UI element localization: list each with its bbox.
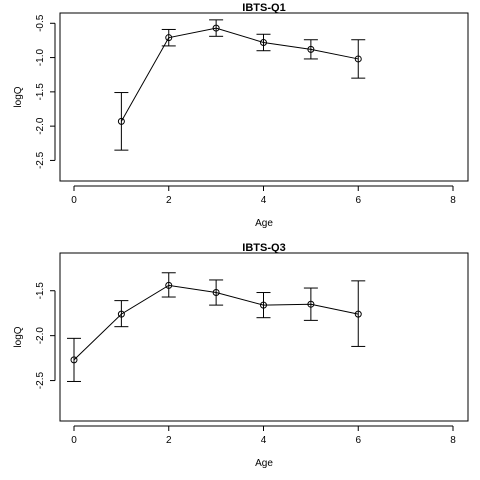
chart-1-x-tick-label-4: 4 [261,195,267,206]
chart-1-x-tick-label-6: 6 [355,195,361,206]
chart-2-y-tick-label-0: -2.5 [35,372,46,390]
chart-1-data-point-1 [117,117,125,125]
chart-2-data-point-4 [260,301,267,309]
chart-2-data-point-5 [307,300,315,308]
chart-2-x-tick-label-0: 0 [71,435,77,446]
chart-1-x-axis-title: Age [255,218,273,229]
chart-1-y-tick-label-3: -1.0 [35,49,46,67]
chart-2-plot-box [59,252,469,422]
chart-2-x-tick-label-8: 8 [450,435,456,446]
chart-2-x-axis-title: Age [255,458,273,469]
chart-1-y-tick-label-2: -1.5 [35,83,46,101]
chart-2-x-tick-label-6: 6 [355,435,361,446]
chart-2-y-tick-label-1: -2.0 [35,327,46,345]
chart-1-data-point-5 [307,45,315,53]
chart-2-data-point-6 [354,310,362,318]
chart-2-x-tick-label-4: 4 [261,435,267,446]
chart-1-plot-box [59,12,469,182]
chart-1-y-tick-label-1: -2.0 [35,117,46,135]
chart-2-data-point-2 [165,281,173,289]
chart-1-x-tick-label-0: 0 [71,195,77,206]
chart-2-data-point-3 [212,289,220,297]
chart-2-title: IBTS-Q3 [242,242,285,254]
chart-1-y-tick-label-0: -2.5 [35,151,46,169]
chart-1-y-tick-label-4: -0.5 [35,14,46,32]
chart-1-data-point-3 [212,24,220,32]
chart-1-x-tick-label-2: 2 [166,195,172,206]
chart-2-y-tick-label-2: -1.5 [35,282,46,300]
chart-1-series-line [120,27,359,122]
chart-1-y-axis-title: logQ [13,86,24,107]
chart-2-x-tick-label-2: 2 [166,435,172,446]
chart-1-title: IBTS-Q1 [242,2,285,14]
chart-2-data-point-0 [70,356,78,364]
chart-1-data-point-4 [260,38,267,46]
chart-2-data-point-1 [117,310,125,318]
chart-1-x-tick-label-8: 8 [450,195,456,206]
chart-2-y-axis-title: logQ [13,326,24,347]
chart-1-data-point-2 [165,34,173,42]
chart-1-data-point-6 [354,55,362,63]
